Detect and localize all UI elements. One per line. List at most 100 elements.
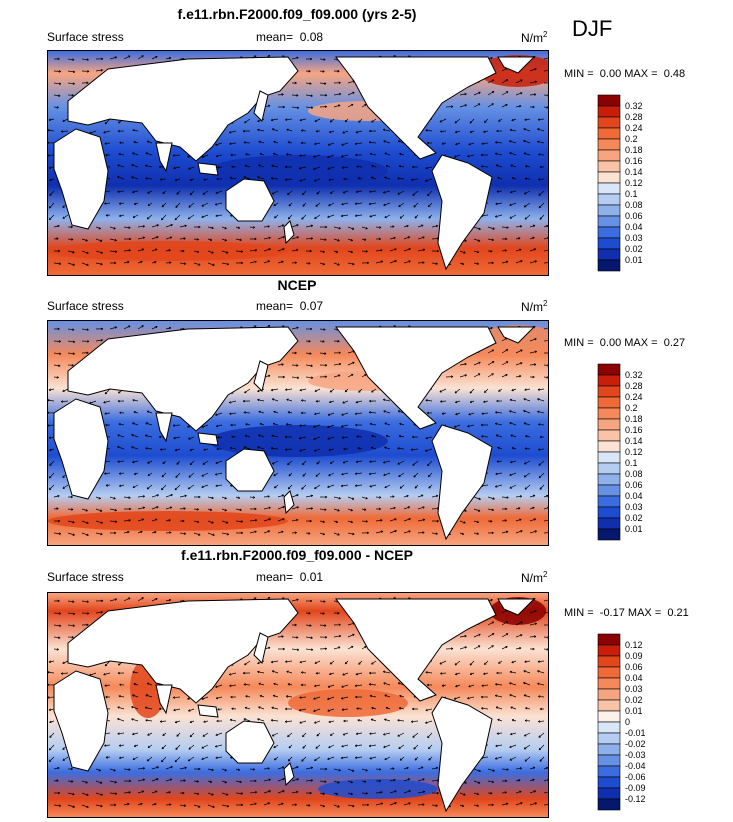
colorbar-swatch: [597, 721, 621, 734]
colorbar-swatch: [597, 226, 621, 239]
colorbar-swatch: [597, 710, 621, 723]
land-outline: [253, 90, 269, 122]
max-value: 0.21: [667, 607, 689, 619]
land-outline: [155, 142, 173, 173]
panel-1-mean: mean= 0.08: [256, 30, 323, 44]
colorbar-swatch: [597, 160, 621, 173]
panel-2-map: [47, 320, 549, 546]
colorbar-tick-label: 0.04: [625, 222, 643, 232]
colorbar-tick-label: 0.08: [625, 469, 643, 479]
colorbar-swatch: [597, 776, 621, 789]
colorbar-tick-label: 0.06: [625, 480, 643, 490]
colorbar-swatch: [597, 528, 621, 541]
colorbar-swatch: [597, 127, 621, 140]
panel-1-map-svg: [48, 51, 548, 275]
colorbar-tick-label: 0.01: [625, 255, 643, 265]
colorbar-swatch: [597, 396, 621, 409]
panel-3-minmax: MIN = -0.17 MAX = 0.21: [564, 607, 689, 619]
land-outline: [155, 412, 173, 443]
min-label: MIN =: [564, 337, 594, 349]
colorbar-tick-label: 0.04: [625, 491, 643, 501]
colorbar-swatch: [597, 517, 621, 530]
panel-1-title: f.e11.rbn.F2000.f09_f09.000 (yrs 2-5): [177, 6, 417, 22]
panel-1-map: [47, 50, 549, 276]
panel-3-title: f.e11.rbn.F2000.f09_f09.000 - NCEP: [181, 547, 413, 563]
colorbar-tick-label: 0: [625, 717, 630, 727]
colorbar-tick-label: 0.16: [625, 156, 643, 166]
min-value: 0.00: [599, 68, 622, 80]
land-outline: [67, 326, 299, 432]
stress-vectors: [48, 324, 548, 536]
colorbar-swatch: [597, 105, 621, 118]
mean-text: mean=: [256, 30, 294, 44]
colorbar-tick-label: 0.12: [625, 640, 643, 650]
colorbar-tick-label: 0.04: [625, 673, 643, 683]
land-outline: [431, 696, 493, 813]
colorbar-tick-label: 0.02: [625, 695, 643, 705]
panel-2-mean: mean= 0.07: [256, 299, 323, 313]
colorbar-swatch: [597, 743, 621, 756]
mean-value: 0.01: [299, 570, 324, 584]
max-value: 0.48: [663, 68, 686, 80]
colorbar-tick-label: 0.2: [625, 134, 638, 144]
land-outline: [335, 598, 497, 702]
colorbar-tick-label: 0.06: [625, 662, 643, 672]
colorbar-swatch: [597, 754, 621, 767]
stress-contour: [318, 779, 438, 799]
land-outline: [67, 56, 299, 162]
colorbar-tick-label: 0.1: [625, 189, 638, 199]
colorbar-swatch: [597, 429, 621, 442]
min-value: -0.17: [599, 607, 625, 619]
land-outline: [497, 598, 536, 616]
land-outline: [225, 720, 275, 764]
colorbar-tick-label: 0.14: [625, 436, 643, 446]
units-sup: 2: [543, 30, 548, 39]
colorbar-swatch: [597, 204, 621, 217]
colorbar-swatch: [597, 116, 621, 129]
units-sup: 2: [543, 299, 548, 308]
min-label: MIN =: [564, 68, 594, 80]
land-outline: [155, 684, 173, 715]
stress-contour: [208, 425, 388, 457]
land-outline: [197, 162, 219, 176]
land-outline: [53, 398, 109, 500]
max-label: MAX =: [624, 337, 658, 349]
land-outline: [283, 762, 295, 787]
mean-text: mean=: [256, 570, 294, 584]
colorbar-swatch: [597, 193, 621, 206]
colorbar-swatch: [597, 644, 621, 657]
mean-value: 0.07: [299, 299, 324, 313]
panel-2-map-svg: [48, 321, 548, 545]
colorbar-swatch: [597, 259, 621, 272]
colorbar-swatch: [597, 484, 621, 497]
colorbar-tick-label: 0.28: [625, 112, 643, 122]
max-label: MAX =: [627, 607, 662, 619]
season-label: DJF: [572, 16, 613, 41]
land-outline: [67, 598, 299, 704]
colorbar-tick-label: 0.09: [625, 651, 643, 661]
colorbar-tick-label: -0.03: [625, 750, 646, 760]
colorbar-swatch: [597, 94, 621, 107]
panel-2-colorbar-svg: 0.320.280.240.20.180.160.140.120.10.080.…: [597, 363, 643, 541]
mean-value: 0.08: [299, 30, 324, 44]
colorbar-swatch: [597, 765, 621, 778]
colorbar-swatch: [597, 655, 621, 668]
colorbar-swatch: [597, 182, 621, 195]
colorbar-swatch: [597, 215, 621, 228]
colorbar-tick-label: -0.02: [625, 739, 646, 749]
panel-3-map: [47, 592, 549, 818]
stress-contour: [208, 155, 388, 187]
colorbar-tick-label: 0.12: [625, 447, 643, 457]
min-value: 0.00: [599, 337, 622, 349]
colorbar-tick-label: 0.14: [625, 167, 643, 177]
panel-1-colorbar-svg: 0.320.280.240.20.180.160.140.120.10.080.…: [597, 94, 643, 272]
colorbar-tick-label: 0.24: [625, 392, 643, 402]
panel-2-variable-label: Surface stress: [47, 299, 124, 313]
max-label: MAX =: [624, 68, 658, 80]
colorbar-tick-label: 0.12: [625, 178, 643, 188]
colorbar-swatch: [597, 171, 621, 184]
panel-3-variable-label: Surface stress: [47, 570, 124, 584]
colorbar-swatch: [597, 677, 621, 690]
stress-contour: [48, 511, 288, 531]
land-outline: [197, 704, 219, 718]
